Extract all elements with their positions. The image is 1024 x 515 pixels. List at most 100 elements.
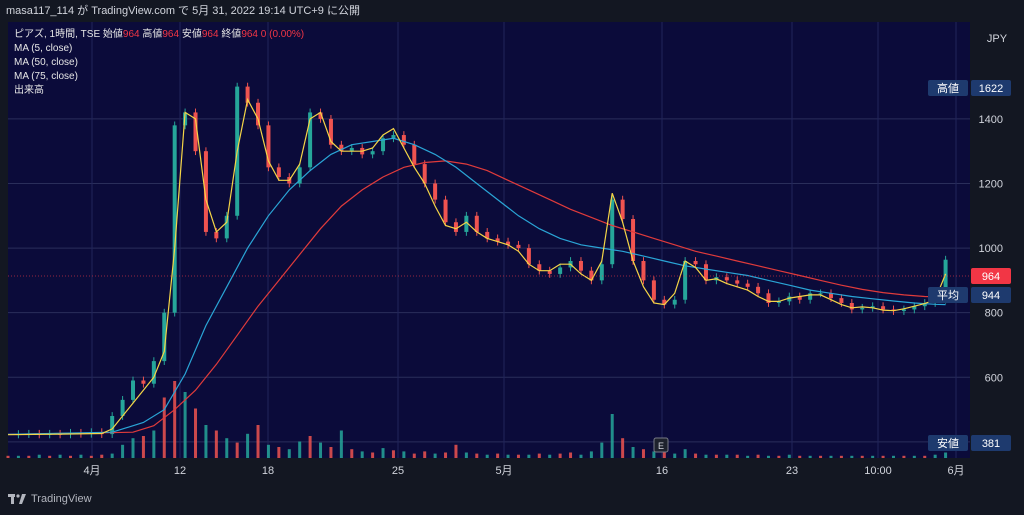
candle-body — [172, 125, 177, 313]
legend-volume[interactable]: 出来高 — [14, 85, 44, 96]
volume-bar — [266, 444, 270, 458]
volume-bar — [162, 397, 166, 458]
marker-value-bg — [971, 80, 1011, 96]
volume-bar — [881, 455, 885, 458]
volume-bar — [37, 454, 41, 458]
volume-bar — [819, 455, 823, 458]
volume-bar — [641, 449, 645, 458]
candle-body — [787, 296, 792, 302]
volume-bar — [371, 452, 375, 458]
y-tick-label: 800 — [985, 308, 1003, 320]
candle-body — [120, 399, 125, 417]
volume-bar — [735, 454, 739, 458]
volume-bar — [433, 453, 437, 458]
volume-bar — [766, 455, 770, 458]
volume-bar — [58, 454, 62, 458]
volume-bar — [829, 455, 833, 458]
candle-body — [474, 215, 479, 232]
volume-bar — [360, 451, 364, 458]
volume-bar — [204, 425, 208, 458]
candle-body — [151, 361, 156, 384]
volume-bar — [391, 450, 395, 458]
candle-body — [828, 293, 833, 299]
volume-bar — [287, 449, 291, 458]
volume-bar — [100, 454, 104, 458]
candle-body — [870, 306, 875, 308]
candle-body — [818, 293, 823, 295]
x-tick-label: 18 — [262, 465, 274, 477]
currency-label: JPY — [987, 33, 1008, 45]
y-tick-label: 600 — [985, 372, 1003, 384]
chart-legend: ピアズ, 1時間, TSE 始値964 高値964 安値964 終値964 0 … — [14, 28, 304, 98]
candle-body — [620, 199, 625, 220]
volume-bar — [839, 455, 843, 458]
tradingview-logo[interactable]: TradingView — [8, 493, 92, 505]
candle-body — [391, 135, 396, 139]
volume-bar — [246, 433, 250, 458]
candle-body — [193, 112, 198, 152]
x-tick-label: 23 — [786, 465, 798, 477]
volume-bar — [214, 430, 218, 458]
volume-bar — [402, 451, 406, 458]
candle-body — [464, 215, 469, 232]
volume-bar — [277, 447, 281, 458]
price-chart[interactable]: 140012001000800600400 4月1218255月162310:0… — [0, 22, 1024, 485]
candle-body — [683, 260, 688, 300]
candle-body — [797, 296, 802, 300]
legend-ma5[interactable]: MA (5, close) — [14, 43, 73, 54]
candle-body — [610, 199, 615, 265]
volume-bar — [131, 438, 135, 458]
legend-symbol[interactable]: ピアズ, 1時間, TSE — [14, 29, 101, 40]
candle-body — [453, 222, 458, 232]
candle-body — [433, 183, 438, 200]
x-tick-label: 10:00 — [864, 465, 892, 477]
volume-bar — [319, 442, 323, 458]
candle-body — [401, 135, 406, 145]
y-tick-label: 1200 — [979, 178, 1003, 190]
publish-date: 5月 31, 2022 19:14 UTC+9 — [192, 5, 324, 17]
volume-bar — [79, 454, 83, 458]
candle-body — [110, 416, 115, 435]
legend-ma50[interactable]: MA (50, close) — [14, 57, 78, 68]
header-publish: に公開 — [326, 5, 360, 17]
y-tick-label: 1000 — [979, 243, 1003, 255]
ma50-line — [7, 137, 946, 435]
time-axis-background — [8, 458, 970, 485]
volume-bar — [746, 455, 750, 458]
marker-label: 安値 — [937, 436, 959, 450]
ma75-line — [7, 160, 946, 435]
time-axis[interactable]: 4月 12 18 25 5月 16 23 10:00 6月 — [83, 465, 964, 477]
x-tick-label: 5月 — [495, 465, 512, 477]
x-tick-label: 12 — [174, 465, 186, 477]
candle-body — [308, 112, 313, 168]
volume-bar — [381, 448, 385, 458]
legend-low-value: 964 — [201, 29, 219, 40]
event-marker[interactable]: E — [653, 437, 669, 453]
marker-label-bg — [928, 435, 968, 451]
legend-open-value: 964 — [122, 29, 140, 40]
chart-area[interactable]: 140012001000800600400 4月1218255月162310:0… — [0, 22, 1024, 485]
legend-change: 0 (0.00%) — [260, 29, 305, 40]
volume-bar — [944, 452, 948, 458]
publisher-user[interactable]: masa117_114 — [6, 5, 75, 17]
candle-body — [318, 112, 323, 119]
volume-bar — [600, 442, 604, 458]
marker-label-bg — [928, 80, 968, 96]
candle-body — [412, 144, 417, 165]
volume-bar — [235, 442, 239, 458]
volume-bar — [683, 449, 687, 458]
candle-body — [131, 380, 136, 400]
volume-bar — [891, 455, 895, 458]
legend-ma75[interactable]: MA (75, close) — [14, 71, 78, 82]
candle-body — [537, 264, 542, 271]
volume-bar — [141, 436, 145, 458]
volume-bar — [694, 453, 698, 458]
candle-body — [141, 380, 146, 384]
volume-bar — [610, 414, 614, 458]
volume-bar — [121, 444, 125, 458]
volume-bar — [725, 454, 729, 458]
header-site[interactable]: TradingView.com — [91, 5, 175, 17]
volume-bar — [48, 455, 52, 458]
candle-body — [881, 306, 886, 310]
volume-bar — [194, 408, 198, 458]
